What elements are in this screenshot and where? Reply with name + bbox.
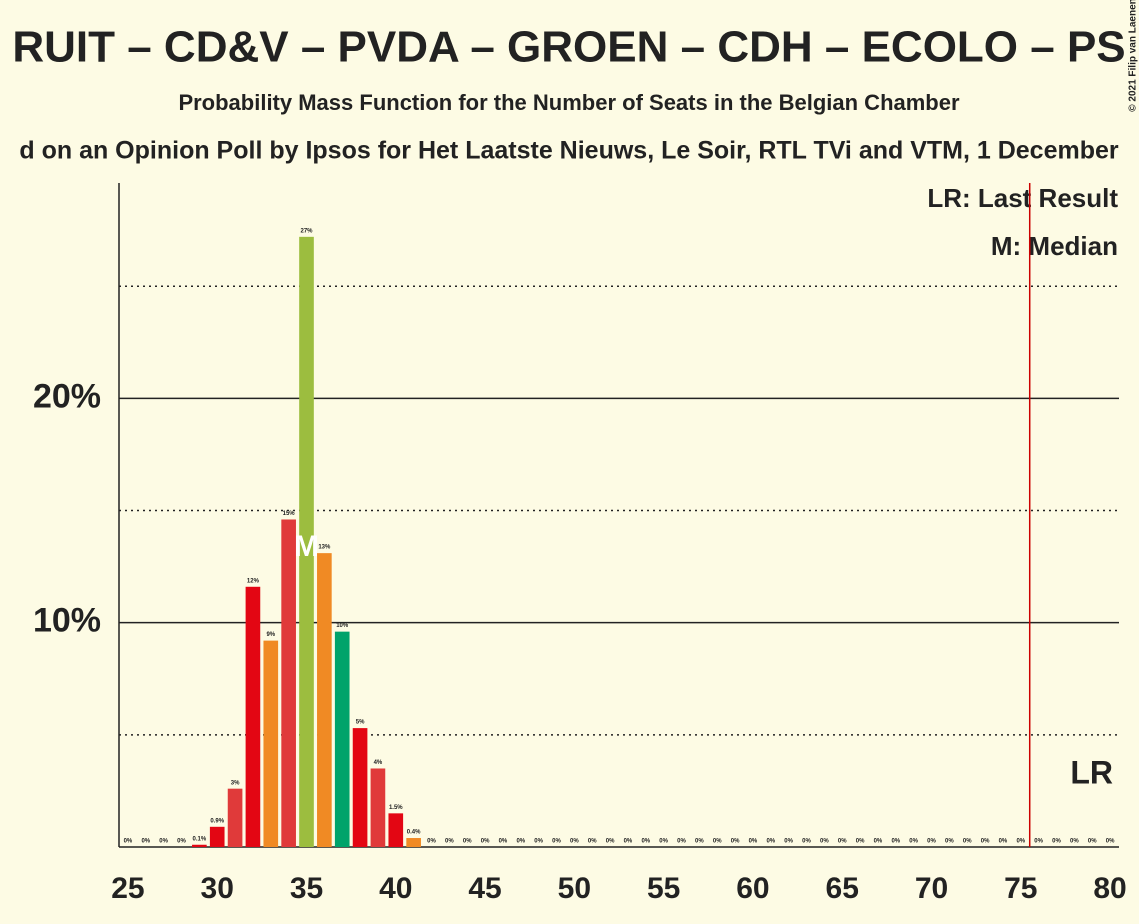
bar xyxy=(334,631,350,847)
value-label: 0% xyxy=(963,839,972,845)
y-tick-label: 10% xyxy=(33,602,101,640)
value-label: 0% xyxy=(659,839,668,845)
value-label: 0% xyxy=(124,839,133,845)
x-tick-label: 55 xyxy=(647,872,680,905)
last-result-label: LR xyxy=(1070,754,1113,790)
value-label: 0% xyxy=(856,839,865,845)
bar xyxy=(227,788,243,847)
copyright: © 2021 Filip van Laenen xyxy=(1128,0,1139,112)
value-label: 0% xyxy=(784,839,793,845)
y-tick-label: 20% xyxy=(33,377,101,415)
bar xyxy=(192,844,207,847)
bar xyxy=(299,236,314,848)
value-label: 3% xyxy=(231,780,240,786)
value-label: 13% xyxy=(318,545,331,551)
value-label: 0% xyxy=(891,839,900,845)
x-tick-label: 65 xyxy=(826,872,859,905)
value-label: 0% xyxy=(981,839,990,845)
value-label: 0% xyxy=(802,839,811,845)
bar xyxy=(209,826,225,847)
value-label: 0.4% xyxy=(407,830,421,836)
value-label: 0% xyxy=(909,839,918,845)
bar xyxy=(388,813,404,847)
bar xyxy=(245,586,261,847)
chart-subtitle: Probability Mass Function for the Number… xyxy=(178,90,960,115)
x-tick-label: 35 xyxy=(290,872,323,905)
x-tick-label: 45 xyxy=(468,872,501,905)
value-label: 0.1% xyxy=(193,836,207,842)
x-tick-label: 60 xyxy=(736,872,769,905)
value-label: 0% xyxy=(927,839,936,845)
value-label: 0% xyxy=(499,839,508,845)
value-label: 0% xyxy=(606,839,615,845)
chart-title: RUIT – CD&V – PVDA – GROEN – CDH – ECOLO… xyxy=(12,23,1125,72)
value-label: 27% xyxy=(300,228,313,234)
legend-entry: M: Median xyxy=(991,231,1118,261)
value-label: 0% xyxy=(534,839,543,845)
value-label: 0% xyxy=(731,839,740,845)
value-label: 0% xyxy=(463,839,472,845)
value-label: 9% xyxy=(266,632,275,638)
bar xyxy=(263,640,279,847)
value-label: 0% xyxy=(1016,839,1025,845)
value-label: 0% xyxy=(481,839,490,845)
bar xyxy=(352,728,368,847)
value-label: 0% xyxy=(999,839,1008,845)
bar xyxy=(370,768,386,847)
value-label: 0% xyxy=(141,839,150,845)
median-marker: M xyxy=(294,530,319,563)
x-tick-label: 75 xyxy=(1004,872,1037,905)
x-tick-label: 25 xyxy=(111,872,144,905)
value-label: 0% xyxy=(1088,839,1097,845)
value-label: 0% xyxy=(427,839,436,845)
value-label: 0% xyxy=(820,839,829,845)
x-tick-label: 50 xyxy=(558,872,591,905)
value-label: 0% xyxy=(516,839,525,845)
value-label: 0% xyxy=(552,839,561,845)
legend-entry: LR: Last Result xyxy=(927,183,1118,213)
value-label: 0% xyxy=(695,839,704,845)
value-label: 0% xyxy=(570,839,579,845)
bar xyxy=(406,838,421,847)
value-label: 0% xyxy=(838,839,847,845)
value-label: 12% xyxy=(247,578,260,584)
value-label: 15% xyxy=(283,511,296,517)
value-label: 0% xyxy=(445,839,454,845)
value-label: 10% xyxy=(336,623,349,629)
value-label: 0% xyxy=(159,839,168,845)
x-tick-label: 80 xyxy=(1093,872,1126,905)
value-label: 0% xyxy=(677,839,686,845)
value-label: 0% xyxy=(588,839,597,845)
bar xyxy=(281,519,296,847)
value-label: 0% xyxy=(1106,839,1115,845)
value-label: 0% xyxy=(874,839,883,845)
value-label: 0% xyxy=(766,839,775,845)
value-label: 0% xyxy=(1034,839,1043,845)
value-label: 0% xyxy=(624,839,633,845)
value-label: 0.9% xyxy=(210,818,224,824)
value-label: 0% xyxy=(177,839,186,845)
x-tick-label: 40 xyxy=(379,872,412,905)
value-label: 0% xyxy=(641,839,650,845)
value-label: 0% xyxy=(945,839,954,845)
value-label: 1.5% xyxy=(389,805,403,811)
value-label: 0% xyxy=(1070,839,1079,845)
value-label: 4% xyxy=(374,760,383,766)
value-label: 5% xyxy=(356,720,365,726)
x-tick-label: 30 xyxy=(201,872,234,905)
value-label: 0% xyxy=(713,839,722,845)
x-tick-label: 70 xyxy=(915,872,948,905)
chart-subtitle: d on an Opinion Poll by Ipsos for Het La… xyxy=(19,137,1119,165)
value-label: 0% xyxy=(749,839,758,845)
value-label: 0% xyxy=(1052,839,1061,845)
bar xyxy=(317,553,332,847)
